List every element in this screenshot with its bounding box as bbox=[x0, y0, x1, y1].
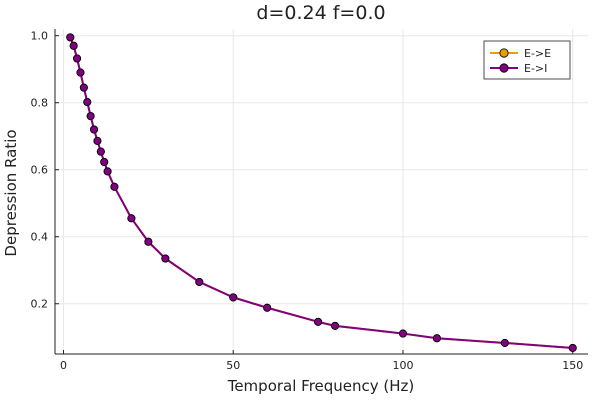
data-point bbox=[86, 112, 95, 121]
x-tick-label: 150 bbox=[562, 359, 583, 372]
y-axis-label: Depression Ratio bbox=[2, 129, 20, 256]
legend: E->E E->I bbox=[483, 40, 571, 80]
legend-marker-0 bbox=[499, 48, 509, 58]
y-tick-label: 0.2 bbox=[31, 298, 49, 311]
x-tick-label: 0 bbox=[60, 359, 67, 372]
data-point bbox=[432, 334, 441, 343]
data-point bbox=[66, 33, 75, 42]
data-point bbox=[127, 214, 136, 223]
series bbox=[66, 33, 577, 352]
data-point bbox=[144, 237, 153, 246]
y-tick-label: 1.0 bbox=[31, 30, 49, 43]
data-point bbox=[100, 158, 109, 167]
y-tick-label: 0.8 bbox=[31, 97, 49, 110]
data-point bbox=[83, 98, 92, 107]
series-line-0 bbox=[69, 37, 573, 349]
data-point bbox=[161, 254, 170, 263]
data-point bbox=[331, 321, 340, 330]
data-point bbox=[76, 68, 85, 77]
data-point bbox=[314, 317, 323, 326]
data-point bbox=[79, 83, 88, 92]
data-point bbox=[96, 147, 105, 156]
data-point bbox=[568, 343, 577, 352]
y-tick-label: 0.4 bbox=[31, 231, 49, 244]
legend-box bbox=[483, 40, 571, 80]
data-point bbox=[69, 41, 78, 50]
data-point bbox=[195, 277, 204, 286]
data-point bbox=[110, 182, 119, 191]
data-point bbox=[93, 136, 102, 145]
data-point bbox=[73, 54, 82, 63]
x-tick-label: 50 bbox=[226, 359, 240, 372]
axes bbox=[54, 29, 588, 355]
legend-label-0: E->E bbox=[524, 47, 551, 60]
series-line-1 bbox=[69, 37, 573, 349]
data-point bbox=[500, 338, 509, 347]
data-point bbox=[90, 125, 99, 134]
data-point bbox=[229, 293, 238, 302]
chart-title: d=0.24 f=0.0 bbox=[256, 2, 385, 24]
x-axis-label: Temporal Frequency (Hz) bbox=[227, 377, 415, 395]
data-point bbox=[398, 329, 407, 338]
y-tick-label: 0.6 bbox=[31, 164, 49, 177]
legend-marker-1 bbox=[499, 63, 509, 73]
data-point bbox=[263, 303, 272, 312]
legend-label-1: E->I bbox=[524, 62, 547, 75]
x-tick-label: 100 bbox=[392, 359, 413, 372]
ticks: 0 50 100 150 0.2 0.4 0.6 0.8 1.0 bbox=[31, 30, 584, 372]
data-point bbox=[103, 167, 112, 176]
